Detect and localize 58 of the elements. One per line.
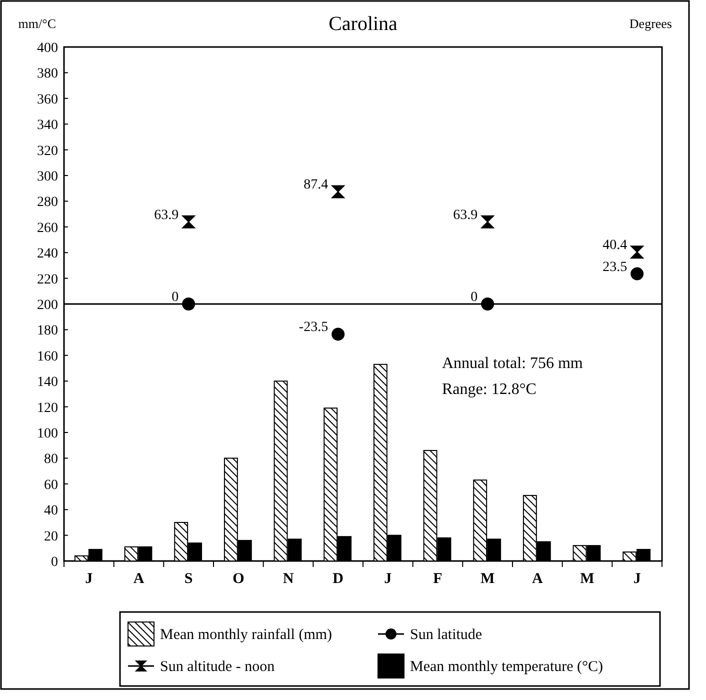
legend-label: Sun altitude - noon — [160, 659, 276, 675]
x-tick-label: O — [232, 571, 244, 587]
point — [332, 328, 345, 341]
data-label: 87.4 — [304, 178, 328, 193]
point — [481, 215, 494, 228]
x-tick-label: F — [433, 571, 442, 587]
y-tick-label: 380 — [37, 66, 58, 82]
legend-label: Mean monthly rainfall (mm) — [160, 627, 332, 643]
y-tick-label: 140 — [37, 375, 58, 390]
x-tick-label: A — [133, 571, 144, 587]
y-tick-label: 160 — [37, 349, 58, 364]
y-tick-label: 20 — [44, 529, 58, 544]
y-tick-label: 300 — [37, 170, 58, 184]
y-tick-label: 280 — [37, 195, 58, 210]
point — [182, 215, 196, 228]
y-axis-title: mm/°C — [18, 16, 56, 31]
x-tick-label: N — [282, 571, 294, 587]
data-label: -23.5 — [298, 320, 328, 336]
y-tick-label: 340 — [37, 118, 58, 134]
y-tick-label: 40 — [44, 504, 58, 519]
y-tick-label: 0 — [51, 555, 58, 570]
data-label: 63.9 — [154, 208, 179, 223]
x-tick-label: D — [332, 571, 344, 587]
legend-label: Mean monthly temperature (°C) — [410, 659, 604, 675]
y-tick-label: 120 — [37, 400, 58, 416]
y-tick-label: 260 — [37, 220, 58, 236]
point — [182, 298, 196, 310]
point — [630, 267, 644, 280]
point — [630, 246, 644, 259]
legend-label: Sun latitude — [410, 627, 482, 643]
y-tick-label: 200 — [37, 298, 58, 313]
y-tick-label: 320 — [37, 144, 58, 159]
x-tick-label: J — [85, 571, 94, 587]
y-tick-label: 240 — [37, 246, 58, 262]
y2-axis-title: Degrees — [629, 16, 672, 31]
x-tick-label: J — [633, 571, 642, 587]
y-tick-label: 100 — [37, 426, 58, 442]
y-tick-label: 360 — [37, 92, 58, 108]
data-label: 0 — [172, 290, 179, 305]
data-label: 23.5 — [602, 260, 628, 275]
x-tick-label: M — [580, 571, 594, 587]
annotation: Range: 12.8°C — [442, 381, 536, 398]
annotation: Annual total: 756 mm — [442, 355, 584, 372]
point — [481, 298, 494, 310]
y-tick-label: 220 — [37, 272, 58, 288]
y-tick-label: 80 — [44, 452, 58, 468]
x-tick-label: M — [480, 571, 495, 587]
x-tick-label: A — [532, 571, 543, 587]
point — [332, 185, 345, 198]
chart-title: Carolina — [328, 13, 398, 35]
x-tick-label: S — [184, 571, 193, 587]
y-tick-label: 180 — [37, 324, 58, 339]
x-tick-label: J — [384, 571, 392, 587]
data-label: 63.9 — [453, 208, 478, 223]
data-label: 0 — [470, 290, 478, 305]
y-tick-label: 60 — [44, 478, 58, 493]
y-tick-label: 400 — [37, 41, 58, 56]
data-label: 40.4 — [602, 238, 628, 254]
